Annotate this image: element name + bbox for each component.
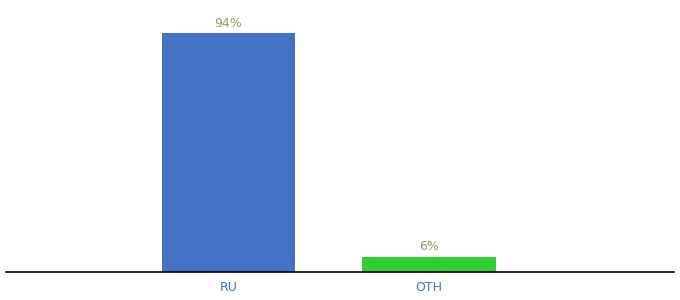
- Text: 94%: 94%: [215, 16, 242, 30]
- Bar: [362, 256, 496, 272]
- Bar: [162, 33, 295, 272]
- Text: 6%: 6%: [420, 240, 439, 253]
